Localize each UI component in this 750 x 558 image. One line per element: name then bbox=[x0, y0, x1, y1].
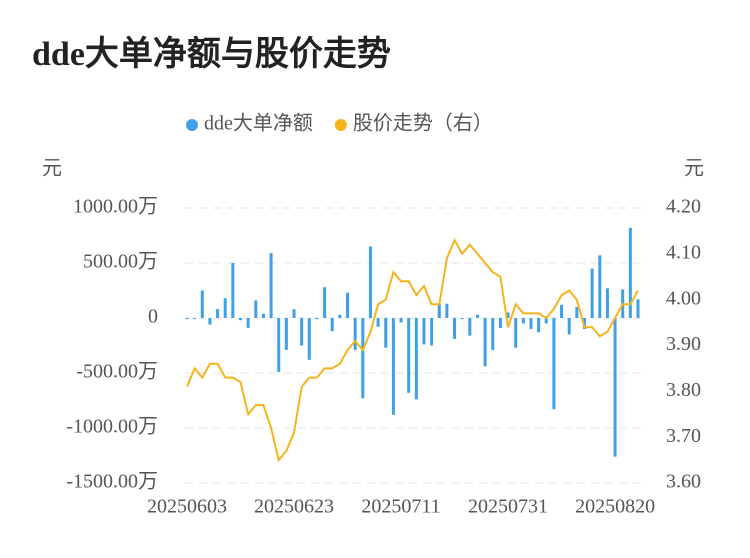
y2-tick-label: 3.90 bbox=[666, 333, 701, 355]
bar bbox=[338, 314, 342, 318]
bar bbox=[307, 318, 311, 360]
bar bbox=[261, 313, 265, 318]
bar bbox=[368, 246, 372, 318]
chart-title: dde大单净额与股价走势 bbox=[32, 35, 391, 73]
bar bbox=[399, 318, 403, 323]
bar bbox=[544, 318, 548, 324]
bar bbox=[208, 318, 212, 325]
bar bbox=[483, 318, 487, 367]
x-tick-label: 20250623 bbox=[254, 496, 334, 518]
bar bbox=[605, 288, 609, 318]
y2-tick-label: 3.60 bbox=[666, 471, 701, 493]
bar bbox=[590, 268, 594, 318]
bar bbox=[491, 318, 495, 350]
y-tick-label: -1500.00万 bbox=[66, 471, 158, 493]
bar bbox=[391, 318, 395, 415]
y-tick-label: -1000.00万 bbox=[66, 416, 158, 438]
y2-tick-label: 4.20 bbox=[666, 196, 701, 218]
bar bbox=[246, 318, 250, 328]
bar bbox=[330, 318, 334, 332]
bar bbox=[521, 318, 525, 324]
bar bbox=[361, 318, 365, 399]
x-tick-label: 20250731 bbox=[468, 496, 548, 518]
bar bbox=[567, 318, 571, 335]
bar bbox=[422, 318, 426, 345]
y-axis-label: 元 bbox=[42, 158, 62, 180]
bar bbox=[277, 318, 281, 372]
bar bbox=[537, 318, 541, 333]
y-tick-label: -500.00万 bbox=[76, 361, 158, 383]
bar bbox=[239, 318, 243, 321]
y2-tick-label: 3.70 bbox=[666, 425, 701, 447]
bar bbox=[506, 312, 510, 318]
bar bbox=[613, 318, 617, 457]
bar bbox=[636, 299, 640, 318]
bar bbox=[430, 318, 434, 346]
bar bbox=[437, 303, 441, 318]
legend-marker bbox=[186, 119, 198, 131]
bar bbox=[414, 318, 418, 400]
bar bbox=[323, 287, 327, 318]
bar bbox=[552, 318, 556, 410]
bar bbox=[407, 318, 411, 393]
bar bbox=[468, 318, 472, 336]
bar bbox=[200, 290, 204, 318]
bar bbox=[193, 318, 197, 320]
bar bbox=[514, 318, 518, 348]
bar bbox=[498, 318, 502, 328]
bar bbox=[269, 253, 273, 318]
y2-tick-label: 3.80 bbox=[666, 379, 701, 401]
bar bbox=[628, 227, 632, 318]
bar bbox=[284, 318, 288, 350]
legend-label: dde大单净额 bbox=[204, 112, 313, 135]
x-tick-label: 20250603 bbox=[147, 496, 227, 518]
x-tick-label: 20250711 bbox=[361, 496, 440, 518]
bar bbox=[315, 318, 319, 320]
y-tick-label: 0 bbox=[148, 306, 158, 328]
bar bbox=[223, 298, 227, 318]
y-tick-label: 500.00万 bbox=[83, 251, 158, 273]
y-tick-label: 1000.00万 bbox=[73, 196, 158, 218]
bar bbox=[376, 318, 380, 327]
bar bbox=[216, 309, 220, 318]
x-tick-label: 20250820 bbox=[575, 496, 655, 518]
y2-tick-label: 4.00 bbox=[666, 287, 701, 309]
bar bbox=[560, 304, 564, 318]
bar bbox=[445, 303, 449, 318]
y2-tick-label: 4.10 bbox=[666, 241, 701, 263]
bar bbox=[300, 318, 304, 346]
bar bbox=[346, 292, 350, 318]
legend-marker bbox=[334, 119, 347, 131]
bar bbox=[453, 318, 457, 339]
bar bbox=[231, 263, 235, 318]
bar bbox=[529, 318, 533, 329]
bar bbox=[292, 309, 296, 318]
legend-label: 股价走势（右） bbox=[353, 112, 493, 135]
bar bbox=[460, 318, 464, 320]
bar bbox=[254, 300, 258, 318]
bar bbox=[475, 314, 479, 318]
bar bbox=[575, 307, 579, 318]
bar bbox=[384, 318, 388, 348]
bar bbox=[598, 255, 602, 318]
y2-axis-label: 元 bbox=[684, 158, 704, 180]
bar bbox=[185, 318, 189, 320]
bar bbox=[353, 318, 357, 350]
price-line bbox=[186, 237, 639, 463]
